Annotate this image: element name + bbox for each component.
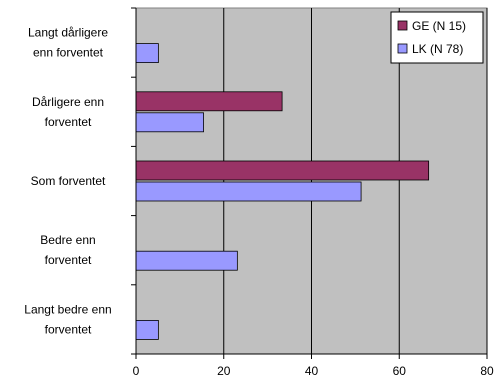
category-label-4: Langt bedre enn forventet [24,302,111,336]
bar-lk-4 [135,319,159,340]
x-tick-label-60: 60 [393,364,407,378]
legend-swatch-0 [397,20,408,31]
category-label-line: Bedre enn [40,233,95,247]
bars [135,43,430,340]
bar-lk-3 [135,250,238,271]
category-label-line: Dårligere enn [32,95,104,109]
category-label-line: forventet [45,253,92,267]
gridlines [223,8,488,354]
x-tick-label-40: 40 [305,364,319,378]
category-label-2: Som forventet [31,174,106,188]
bar-lk-0 [135,43,159,63]
category-label-line: forventet [45,322,92,336]
x-tick-label-80: 80 [480,364,494,378]
legend-label-0: GE (N 15) [412,19,466,33]
category-label-line: Langt dårligere [28,26,108,40]
axes: 0 20 40 60 80 Langt dårligere enn forventet Dår… [24,7,494,378]
legend-swatch-1 [397,43,408,54]
category-label-line: Langt bedre enn [24,302,111,316]
bar-lk-2 [135,181,362,202]
legend-label-1: LK (N 78) [412,42,463,56]
x-tick-label-0: 0 [133,364,140,378]
category-label-line: Som forventet [31,174,106,188]
category-label-0: Langt dårligere enn forventet [28,26,108,60]
bar-ge-1 [135,91,283,112]
category-label-line: forventet [45,115,92,129]
category-label-line: enn forventet [33,46,104,60]
category-label-3: Bedre enn forventet [40,233,95,267]
category-label-1: Dårligere enn forventet [32,95,104,129]
legend-box [390,11,484,64]
legend: GE (N 15) LK (N 78) [390,11,484,64]
bar-ge-2 [135,160,430,181]
bar-lk-1 [135,112,204,133]
x-tick-label-20: 20 [217,364,231,378]
